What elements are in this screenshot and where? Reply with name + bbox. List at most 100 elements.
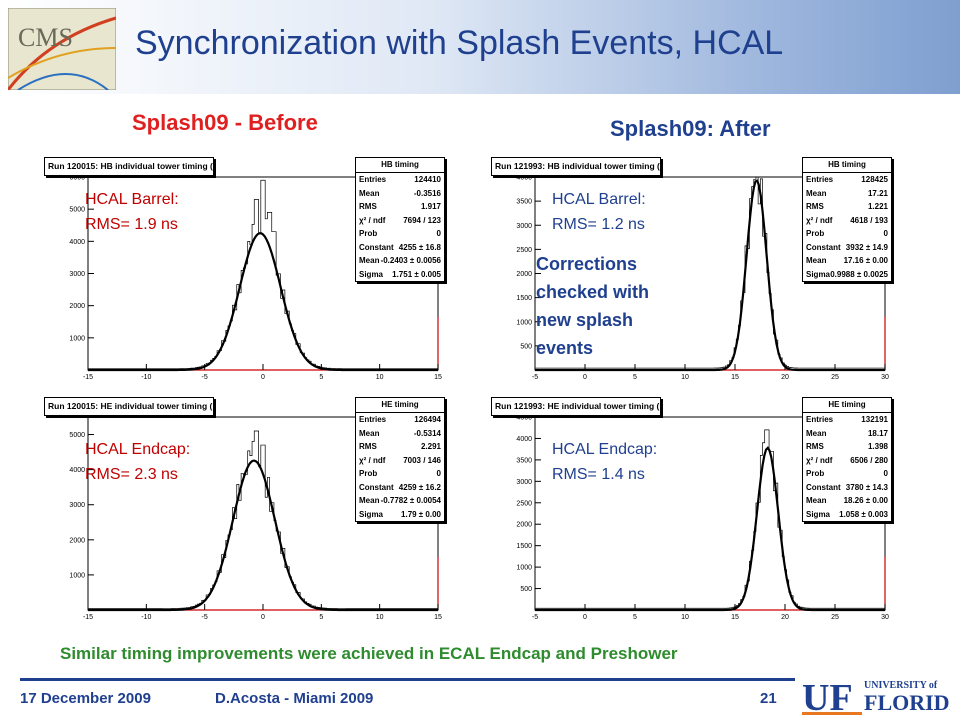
page-number: 21 — [760, 690, 777, 707]
stats-row: Constant 4255 ± 16.8 — [356, 241, 444, 255]
uf-line1: UNIVERSITY of — [864, 680, 938, 691]
stats-key: Constant — [359, 482, 394, 492]
stats-title: HE timing — [356, 398, 444, 413]
cms-logo: CMS — [8, 8, 116, 90]
x-tick-label: 5 — [319, 374, 323, 380]
rms-annotation-line: HCAL Endcap: — [552, 441, 658, 458]
chart-svg: 1000 2000 3000 4000 5000 6000 -15 -10 -5 0 5 10 15 — [69, 175, 442, 381]
x-tick-label: -10 — [141, 374, 151, 380]
stats-key: Mean — [806, 428, 827, 438]
stats-row: Mean -0.3516 — [356, 187, 444, 201]
stats-row: RMS 1.398 — [803, 440, 891, 454]
stats-key: Constant — [806, 242, 841, 252]
x-tick-label: 0 — [583, 374, 587, 380]
y-tick-label: 2000 — [69, 303, 85, 310]
stats-row: Prob 0 — [356, 467, 444, 481]
stats-row: χ² / ndf 4618 / 193 — [803, 214, 891, 228]
chart-hb-after: 500 1000 1500 2000 2500 3000 3500 4000 -5 0 5 10 15 2… — [487, 155, 897, 380]
stats-key: Mean — [359, 428, 380, 438]
stats-value: 3932 ± 14.9 — [845, 242, 888, 252]
x-tick-label: 20 — [781, 374, 789, 380]
rms-annotation-line: RMS= 2.3 ns — [85, 466, 178, 483]
stats-box: HE timing Entries 132191 Mean 18.17 RMS 1.398 χ… — [802, 397, 892, 522]
y-tick-label: 5000 — [69, 432, 85, 439]
y-tick-label: 1000 — [69, 335, 85, 342]
x-tick-label: 0 — [261, 614, 265, 620]
stats-value: 0.9988 ± 0.0025 — [830, 269, 888, 279]
stats-value: 4255 ± 16.8 — [398, 242, 441, 252]
stats-row: Mean 18.17 — [803, 427, 891, 441]
y-tick-label: 2000 — [516, 271, 532, 278]
gaussian-fit — [88, 232, 438, 372]
x-tick-label: 30 — [881, 374, 889, 380]
stats-key: Mean — [359, 188, 380, 198]
chart-title: Run 120015: HB individual tower timing (… — [44, 157, 214, 176]
uf-letters: UF — [802, 677, 853, 716]
stats-value: 1.058 ± 0.003 — [839, 509, 888, 519]
stats-row: Mean -0.5314 — [356, 427, 444, 441]
stats-value: -0.5314 — [413, 428, 441, 438]
stats-row: Mean -0.7782 ± 0.0054 — [356, 494, 444, 508]
stats-key: Prob — [806, 229, 825, 238]
x-tick-label: 10 — [681, 374, 689, 380]
x-tick-label: 0 — [261, 374, 265, 380]
y-tick-label: 1500 — [516, 543, 532, 550]
stats-key: χ² / ndf — [359, 455, 386, 465]
y-tick-label: 4000 — [516, 436, 532, 443]
x-tick-label: 10 — [376, 374, 384, 380]
before-heading: Splash09 - Before — [132, 110, 318, 135]
chart-hb-before: 1000 2000 3000 4000 5000 6000 -15 -10 -5 0 5 10 15 Ru… — [40, 155, 450, 380]
stats-title: HB timing — [356, 158, 444, 173]
stats-value: 1.221 — [867, 202, 888, 211]
stats-value: 17.21 — [867, 188, 888, 198]
gaussian-fit — [535, 179, 885, 372]
x-tick-label: 20 — [781, 614, 789, 620]
stats-row: χ² / ndf 7694 / 123 — [356, 214, 444, 228]
x-tick-label: 25 — [831, 614, 839, 620]
x-tick-label: -5 — [202, 374, 208, 380]
stats-row: Sigma 1.751 ± 0.005 — [356, 268, 444, 282]
stats-key: Sigma — [806, 509, 831, 519]
corrections-line: new splash — [536, 310, 634, 330]
stats-key: Prob — [359, 469, 378, 478]
rms-annotation: HCAL Barrel: RMS= 1.2 ns — [552, 187, 646, 237]
stats-key: Sigma — [806, 269, 831, 279]
footer-author: D.Acosta - Miami 2009 — [215, 690, 374, 707]
stats-key: Entries — [359, 175, 387, 184]
x-tick-label: 0 — [583, 614, 587, 620]
x-tick-label: 15 — [434, 614, 442, 620]
stats-key: Sigma — [359, 269, 384, 279]
x-tick-label: 5 — [633, 374, 637, 380]
stats-title: HE timing — [803, 398, 891, 413]
footnote: Similar timing improvements were achieve… — [60, 644, 678, 663]
stats-value: 3780 ± 14.3 — [845, 482, 888, 492]
stats-row: RMS 2.291 — [356, 440, 444, 454]
stats-row: Constant 3932 ± 14.9 — [803, 241, 891, 255]
x-tick-label: -5 — [532, 614, 538, 620]
footer-date: 17 December 2009 — [20, 690, 151, 707]
x-tick-label: 5 — [633, 614, 637, 620]
corrections-line: Corrections — [536, 254, 638, 274]
chart-title: Run 121993: HE individual tower timing (… — [491, 397, 661, 416]
stats-value: 1.79 ± 0.00 — [401, 509, 441, 519]
stats-row: Constant 4259 ± 16.2 — [356, 481, 444, 495]
histogram-series — [87, 430, 438, 610]
stats-value: 6506 / 280 — [850, 455, 888, 465]
x-tick-label: 15 — [731, 614, 739, 620]
uf-line2: FLORIDA — [864, 690, 950, 715]
x-tick-label: 15 — [731, 374, 739, 380]
chart-he-before: 1000 2000 3000 4000 5000 -15 -10 -5 0 5 10 15 Run 12… — [40, 395, 450, 620]
y-tick-label: 1000 — [69, 572, 85, 579]
y-tick-label: 4000 — [516, 175, 532, 182]
stats-value: 126494 — [414, 415, 441, 424]
chart-svg: 500 1000 1500 2000 2500 3000 3500 4000 4500 -5 0 5 1… — [516, 415, 889, 621]
stats-value: 0 — [883, 469, 888, 478]
y-tick-label: 5000 — [69, 207, 85, 214]
y-tick-label: 2500 — [516, 500, 532, 507]
stats-value: 0 — [883, 229, 888, 238]
stats-row: Prob 0 — [356, 227, 444, 241]
stats-value: 1.751 ± 0.005 — [392, 269, 441, 279]
rms-annotation-line: RMS= 1.4 ns — [552, 466, 645, 483]
stats-row: Prob 0 — [803, 227, 891, 241]
chart-title: Run 120015: HE individual tower timing (… — [44, 397, 214, 416]
